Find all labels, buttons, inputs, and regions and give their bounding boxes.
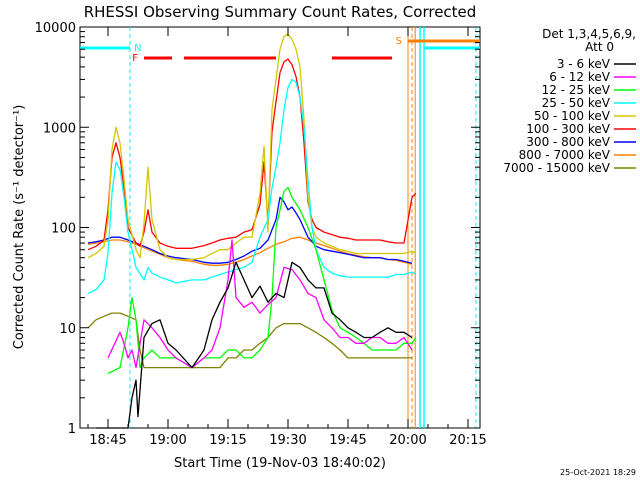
y-tick-label-1: 10 [59, 322, 76, 337]
y-tick-label-2: 100 [51, 222, 76, 237]
x-tick-label-3: 19:30 [269, 433, 306, 448]
x-axis-label: Start Time (19-Nov-03 18:40:02) [174, 456, 386, 471]
legend-label-4: 50 - 100 keV [534, 109, 611, 123]
legend-header-line-1: Det 1,3,4,5,6,9, [542, 27, 636, 41]
x-tick-label-6: 20:15 [449, 433, 486, 448]
x-tick-label-4: 19:45 [329, 433, 366, 448]
flag-label-s: S [396, 36, 402, 47]
series-line-8 [87, 312, 412, 369]
y-tick-label-0: 1 [68, 422, 76, 437]
flag-label-n: N [134, 43, 141, 54]
legend-label-5: 100 - 300 keV [526, 122, 610, 136]
series-line-1 [107, 239, 413, 369]
x-tick-label-5: 20:00 [389, 433, 426, 448]
y-tick-label-4: 10000 [35, 21, 76, 36]
series-line-2 [107, 186, 417, 375]
legend-label-2: 12 - 25 keV [542, 83, 611, 97]
x-tick-label-0: 18:45 [89, 433, 126, 448]
legend-label-6: 300 - 800 keV [526, 135, 610, 149]
series-line-0 [96, 261, 413, 429]
x-axis: 18:45 19:00 19:15 19:30 19:45 20:00 20:15 [87, 27, 487, 448]
y-axis: 1 10 100 1000 10000 [35, 21, 480, 437]
legend-label-7: 800 - 7000 keV [519, 148, 611, 162]
flag-label-f: F [132, 53, 138, 64]
y-axis-label: Corrected Count Rate (s⁻¹ detector⁻¹) [12, 105, 27, 350]
series-layer [87, 33, 417, 429]
chart-title: RHESSI Observing Summary Count Rates, Co… [84, 3, 477, 21]
legend-label-0: 3 - 6 keV [557, 57, 611, 71]
series-line-4 [87, 33, 417, 261]
legend-header-line-2: Att 0 [585, 40, 614, 54]
y-tick-label-3: 1000 [43, 121, 76, 136]
series-line-3 [87, 78, 417, 294]
legend-label-8: 7000 - 15000 keV [503, 161, 610, 175]
x-tick-label-2: 19:15 [209, 433, 246, 448]
legend-label-1: 6 - 12 keV [549, 70, 611, 84]
legend-label-3: 25 - 50 keV [542, 96, 611, 110]
footer-date: 25-Oct-2021 18:29 [560, 468, 636, 477]
series-line-5 [87, 58, 417, 251]
flag-annotations: FN S [80, 27, 480, 428]
x-tick-label-1: 19:00 [149, 433, 186, 448]
series-line-6 [87, 196, 413, 264]
